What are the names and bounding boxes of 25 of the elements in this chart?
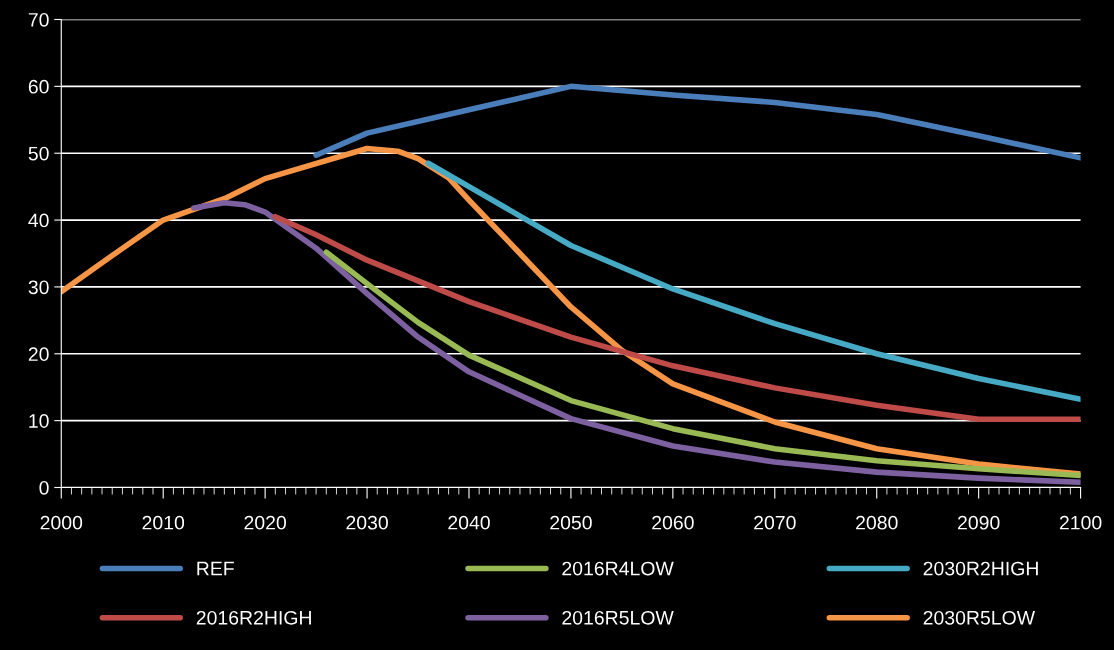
x-tick-label: 2040: [448, 515, 490, 530]
y-tick-label: 10: [29, 414, 49, 428]
legend-label: 2016R2HIGH: [196, 610, 311, 625]
y-tick-label: 30: [28, 280, 49, 295]
x-tick-label: 2030: [346, 515, 388, 530]
x-tick-label: 2100: [1059, 515, 1102, 530]
y-tick-label: 60: [28, 79, 49, 94]
y-tick-label: 70: [28, 12, 49, 27]
x-tick-label: 2000: [40, 515, 83, 530]
legend-label: 2030R5LOW: [923, 610, 1036, 625]
legend-label: 2016R5LOW: [562, 610, 674, 625]
x-tick-label: 2050: [550, 515, 592, 530]
legend-label: REF: [197, 561, 234, 576]
legend-label: 2030R2HIGH: [923, 561, 1038, 576]
x-tick-label: 2080: [856, 515, 898, 530]
y-tick-label: 20: [28, 347, 49, 362]
y-tick-label: 40: [28, 213, 49, 228]
y-tick-label: 0: [39, 480, 49, 495]
x-tick-label: 2070: [754, 515, 796, 530]
x-tick-label: 2020: [244, 515, 286, 530]
x-tick-label: 2060: [652, 515, 694, 530]
y-tick-label: 50: [28, 146, 49, 161]
x-tick-label: 2010: [142, 515, 185, 530]
x-tick-label: 2090: [958, 515, 1000, 530]
legend-label: 2016R4LOW: [562, 561, 674, 576]
